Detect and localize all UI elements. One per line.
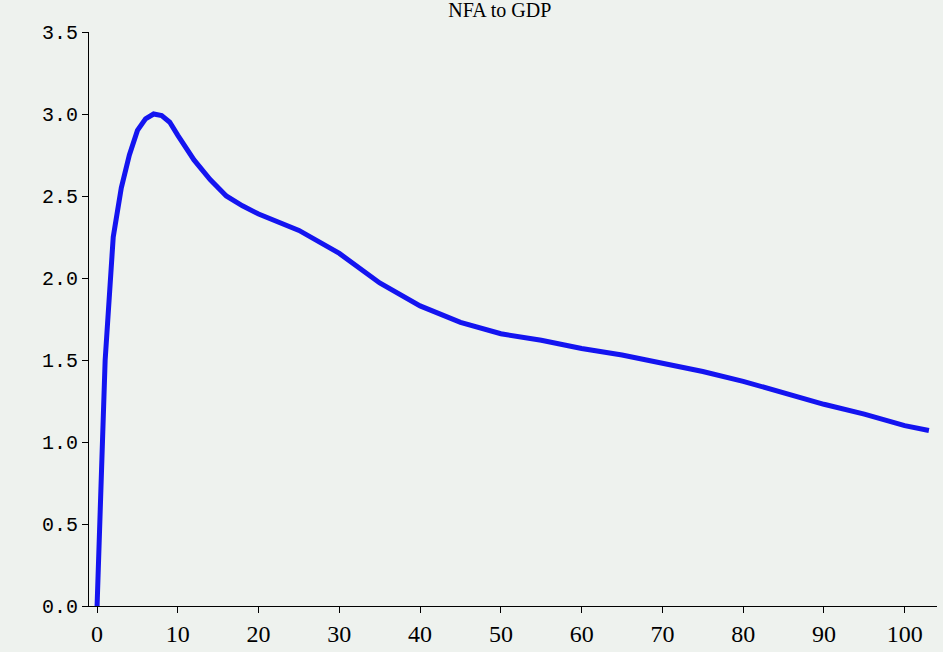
svg-text:60: 60 [570, 621, 594, 647]
svg-text:1.5: 1.5 [42, 350, 78, 373]
svg-text:1.0: 1.0 [42, 432, 78, 455]
svg-text:50: 50 [489, 621, 513, 647]
svg-text:20: 20 [247, 621, 271, 647]
svg-text:0.0: 0.0 [42, 596, 78, 619]
svg-text:3.5: 3.5 [42, 22, 78, 45]
svg-text:NFA to GDP: NFA to GDP [448, 0, 551, 21]
svg-text:2.0: 2.0 [42, 268, 78, 291]
svg-text:30: 30 [327, 621, 351, 647]
svg-text:2.5: 2.5 [42, 186, 78, 209]
svg-text:100: 100 [887, 621, 923, 647]
svg-text:10: 10 [166, 621, 190, 647]
svg-text:70: 70 [650, 621, 674, 647]
svg-text:3.0: 3.0 [42, 104, 78, 127]
svg-text:40: 40 [408, 621, 432, 647]
svg-text:80: 80 [731, 621, 755, 647]
svg-text:90: 90 [812, 621, 836, 647]
svg-text:0.5: 0.5 [42, 514, 78, 537]
svg-text:0: 0 [91, 621, 103, 647]
